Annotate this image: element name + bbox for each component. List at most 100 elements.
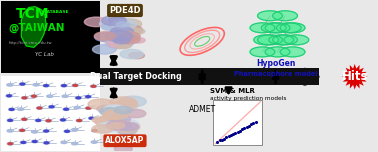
- Text: Dual Target Docking: Dual Target Docking: [90, 72, 182, 81]
- Circle shape: [105, 38, 133, 49]
- Circle shape: [47, 95, 53, 97]
- Circle shape: [269, 35, 294, 45]
- Circle shape: [265, 23, 290, 33]
- Text: PDE4D: PDE4D: [109, 6, 141, 15]
- Circle shape: [22, 97, 28, 99]
- Bar: [1, 76, 101, 151]
- Circle shape: [19, 129, 25, 132]
- Text: ALOX5AP: ALOX5AP: [105, 136, 145, 145]
- Circle shape: [119, 96, 146, 107]
- Circle shape: [72, 84, 78, 87]
- Polygon shape: [342, 64, 367, 90]
- Circle shape: [115, 24, 143, 35]
- Circle shape: [250, 47, 275, 57]
- Circle shape: [106, 120, 132, 130]
- Circle shape: [8, 143, 12, 145]
- Circle shape: [9, 109, 14, 110]
- Circle shape: [114, 100, 138, 109]
- Point: [253, 121, 259, 123]
- Polygon shape: [22, 7, 46, 47]
- Circle shape: [32, 95, 36, 97]
- Circle shape: [93, 45, 116, 54]
- Circle shape: [114, 106, 132, 114]
- Circle shape: [7, 95, 11, 97]
- Circle shape: [64, 108, 68, 110]
- Circle shape: [95, 116, 122, 127]
- Circle shape: [43, 130, 49, 132]
- Circle shape: [113, 37, 130, 44]
- Circle shape: [20, 83, 25, 85]
- Circle shape: [44, 85, 48, 86]
- Text: DATABASE: DATABASE: [44, 10, 70, 14]
- Circle shape: [49, 106, 55, 108]
- Circle shape: [116, 19, 142, 29]
- Circle shape: [50, 106, 54, 108]
- Circle shape: [92, 125, 113, 133]
- Circle shape: [101, 23, 119, 30]
- Circle shape: [33, 84, 39, 86]
- Circle shape: [94, 33, 116, 41]
- Text: Hits: Hits: [341, 70, 368, 83]
- Circle shape: [99, 19, 125, 29]
- Circle shape: [250, 23, 275, 33]
- Circle shape: [111, 27, 133, 36]
- Circle shape: [102, 112, 121, 119]
- Circle shape: [104, 109, 129, 119]
- Text: TCM: TCM: [16, 7, 50, 21]
- Circle shape: [20, 141, 26, 144]
- Circle shape: [62, 85, 66, 86]
- Circle shape: [117, 32, 140, 41]
- Circle shape: [8, 119, 12, 121]
- Circle shape: [21, 118, 27, 121]
- FancyBboxPatch shape: [1, 1, 101, 73]
- Point: [221, 137, 227, 140]
- Point: [243, 126, 249, 128]
- Circle shape: [75, 97, 81, 99]
- Circle shape: [97, 122, 122, 132]
- Point: [246, 124, 252, 127]
- Circle shape: [112, 109, 129, 116]
- Circle shape: [280, 23, 305, 33]
- Circle shape: [73, 85, 77, 86]
- Circle shape: [88, 99, 114, 109]
- Circle shape: [37, 107, 43, 109]
- Circle shape: [61, 84, 67, 87]
- Circle shape: [76, 97, 81, 99]
- Circle shape: [102, 16, 126, 26]
- Circle shape: [91, 141, 97, 143]
- Point: [232, 132, 239, 134]
- Circle shape: [88, 117, 94, 119]
- Point: [239, 128, 245, 131]
- Circle shape: [31, 131, 37, 133]
- Circle shape: [19, 83, 25, 85]
- Circle shape: [36, 119, 40, 121]
- Circle shape: [114, 145, 132, 152]
- Circle shape: [257, 35, 282, 45]
- Circle shape: [37, 107, 42, 109]
- Circle shape: [43, 84, 49, 87]
- Circle shape: [32, 140, 38, 143]
- Circle shape: [7, 143, 13, 145]
- Circle shape: [21, 142, 26, 143]
- Circle shape: [44, 142, 49, 144]
- Circle shape: [130, 28, 145, 34]
- Circle shape: [6, 95, 12, 97]
- Circle shape: [129, 52, 144, 59]
- Circle shape: [18, 108, 24, 110]
- Circle shape: [94, 32, 116, 40]
- Circle shape: [114, 119, 139, 130]
- Text: HypoGen: HypoGen: [256, 59, 295, 68]
- Circle shape: [7, 130, 13, 132]
- Bar: [101, 68, 319, 85]
- Circle shape: [89, 117, 94, 119]
- Circle shape: [257, 11, 282, 21]
- Circle shape: [61, 141, 67, 143]
- Circle shape: [86, 96, 90, 98]
- Circle shape: [86, 107, 91, 109]
- Circle shape: [105, 30, 133, 41]
- Point: [241, 127, 247, 129]
- Circle shape: [276, 23, 301, 33]
- Circle shape: [111, 123, 125, 128]
- Point: [223, 136, 229, 139]
- Circle shape: [93, 130, 97, 131]
